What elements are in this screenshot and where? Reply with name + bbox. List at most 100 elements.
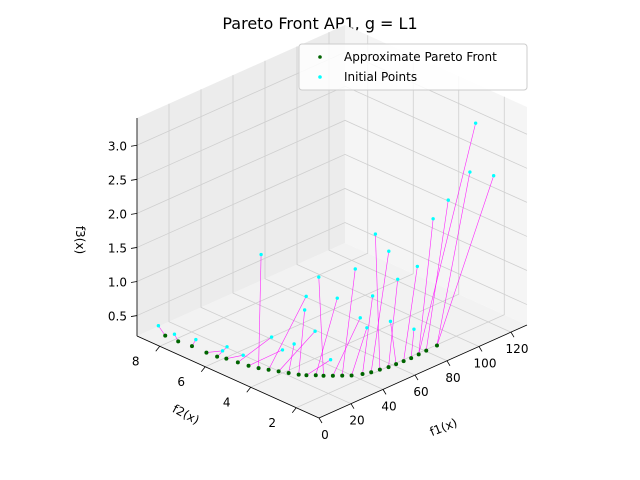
connector-line [306,359,331,376]
initial-point [220,349,225,353]
z-tick-label: 0.5 [108,310,127,324]
connector-line [268,296,307,370]
initial-point [473,121,478,125]
pareto-point [349,373,354,378]
initial-points-series [156,121,496,362]
connector-line [158,325,166,336]
connector-line [418,218,434,355]
initial-point [269,335,274,339]
x-tick-mark [510,331,515,338]
pareto-point [256,366,261,371]
pareto-point [176,339,181,344]
floor-pane [137,243,527,418]
connector-line [410,329,415,359]
initial-point [370,294,375,298]
z-tick-mark [130,212,138,215]
y-tick-label: 2 [268,416,276,430]
initial-point [412,327,416,331]
pareto-point [313,373,318,378]
y-tick-label: 8 [132,354,140,368]
pareto-point [394,362,399,367]
initial-point [280,348,285,352]
initial-point [259,252,263,257]
x-tick-label: 40 [381,399,396,413]
pareto-point [276,369,281,374]
pareto-point [386,365,391,370]
initial-point [365,326,369,330]
pareto-point [401,359,406,364]
initial-point [431,217,435,221]
pareto-point [304,373,309,378]
pareto-point [296,372,301,377]
x-tick-label: 120 [506,342,529,356]
x-tick-mark [446,360,451,366]
x-gridline [296,46,480,347]
pareto-point [409,356,414,361]
connector-line [258,254,262,369]
x-tick-mark [318,417,323,424]
pareto-point [424,348,429,353]
y-tick-label: 6 [177,375,185,389]
connector-line [370,251,390,373]
pareto-point [377,367,382,372]
x-gridline [264,60,448,362]
connector-line [375,234,381,370]
pareto-point [340,373,345,378]
legend-marker-initial [318,75,322,79]
connector-line [332,317,361,376]
initial-point [387,249,391,253]
connector-lines [158,123,494,376]
initial-point [194,337,198,342]
x-tick-mark [350,403,355,409]
chart-title: Pareto Front AP1, g = L1 [222,14,417,33]
x-tick-mark [382,389,387,395]
pareto-point [416,352,421,357]
pareto-point [360,372,365,377]
axis-spines [136,118,528,419]
initial-point [335,296,339,300]
z-tick-mark [130,315,138,317]
y-tick-mark [246,387,252,393]
z-tick-mark [130,144,138,147]
connector-line [341,268,356,376]
y-tick-mark [155,346,161,352]
initial-point [373,232,378,236]
z-tick-mark [130,281,138,283]
initial-point [388,319,393,324]
initial-point [328,358,333,362]
z-tick-label: 2.0 [108,207,127,221]
x-tick-label: 60 [413,385,428,399]
connector-line [298,309,305,375]
y-tick-label: 4 [223,395,231,409]
x-gridline [232,75,416,376]
connector-line [237,336,272,363]
x-gridline [168,103,352,405]
z-gridline [136,119,528,214]
connector-line [226,354,244,359]
x-axis-label: f1(x) [428,415,460,439]
connector-line [362,295,373,375]
pareto-point [235,360,240,365]
connector-line [418,123,476,355]
pareto-point [163,333,168,338]
z-tick-label: 2.5 [108,173,127,187]
pareto-point [266,367,271,372]
initial-point [353,267,357,271]
z-tick-label: 3.0 [108,139,127,153]
legend-label-pareto: Approximate Pareto Front [344,50,497,64]
z-tick-label: 1.5 [108,241,127,255]
y-gridline [205,55,414,368]
initial-point [358,316,362,320]
initial-point [156,324,161,328]
legend-label-initial: Initial Points [344,70,417,84]
x-tick-mark [478,346,483,352]
initial-point [468,170,472,174]
pareto-point [286,371,291,376]
initial-point [313,329,317,333]
initial-point [172,332,177,336]
connector-line [315,298,338,376]
connector-line [390,321,397,365]
y-tick-mark [200,366,206,372]
initial-point [415,264,420,269]
